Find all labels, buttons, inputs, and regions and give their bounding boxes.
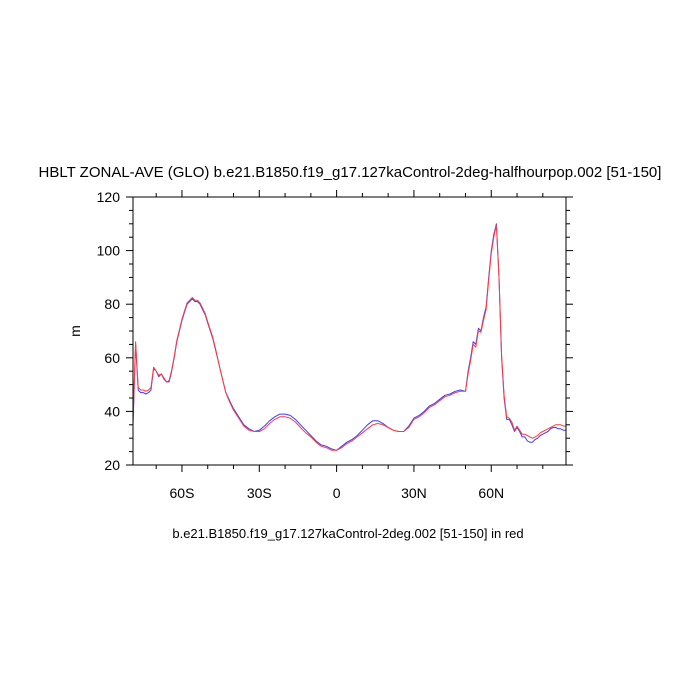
y-tick-label: 80 [104,296,120,312]
x-tick-label: 30S [247,485,272,501]
y-tick-label: 100 [97,243,121,259]
x-tick-label: 60N [478,485,504,501]
y-axis-label: m [67,325,83,337]
axes: 20 40 60 80 100 120 60S 30S 0 30N 60N [97,189,573,501]
y-tick-label: 60 [104,350,120,366]
y-tick-label: 120 [97,189,121,205]
y-tick-label: 20 [104,457,120,473]
chart-subtitle: b.e21.B1850.f19_g17.127kaControl-2deg.00… [172,526,523,541]
y-tick-label: 40 [104,403,120,419]
series-line-2 [132,224,566,451]
chart-title: HBLT ZONAL-AVE (GLO) b.e21.B1850.f19_g17… [39,164,662,181]
x-tick-label: 60S [170,485,195,501]
x-tick-label: 30N [401,485,427,501]
plot-area [132,223,566,451]
x-tick-label: 0 [333,485,341,501]
